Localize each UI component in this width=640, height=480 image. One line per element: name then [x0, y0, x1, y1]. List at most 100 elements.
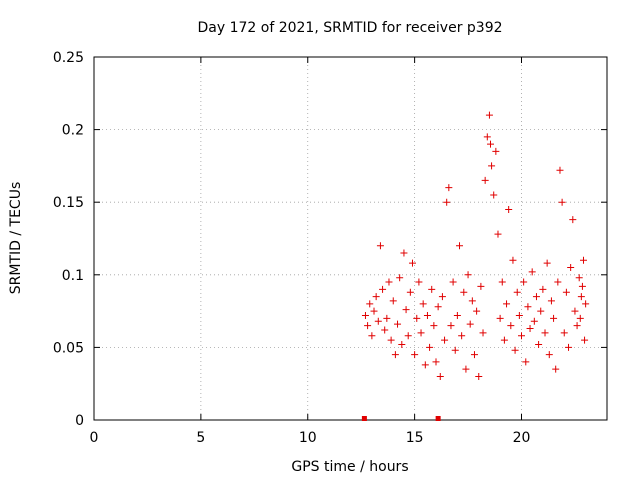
data-point: [417, 329, 425, 337]
data-point: [479, 329, 487, 337]
data-point: [364, 322, 372, 330]
data-point: [404, 332, 412, 340]
data-point: [503, 300, 511, 308]
data-point: [428, 285, 436, 293]
y-tick-label: 0.15: [53, 195, 84, 211]
data-point: [481, 176, 489, 184]
data-point: [468, 297, 476, 305]
data-point: [541, 329, 549, 337]
data-point: [421, 361, 429, 369]
x-tick-label: 20: [513, 430, 531, 446]
data-point: [372, 293, 380, 301]
data-point: [402, 306, 410, 314]
x-tick-label: 15: [406, 430, 424, 446]
chart-title: Day 172 of 2021, SRMTID for receiver p39…: [197, 20, 502, 36]
data-point: [396, 274, 404, 282]
data-point: [550, 314, 558, 322]
data-point: [578, 282, 586, 290]
data-point: [532, 293, 540, 301]
plot-frame: [93, 56, 608, 421]
x-tick-label: 0: [90, 430, 99, 446]
data-point: [511, 346, 519, 354]
data-point: [443, 198, 451, 206]
data-point: [547, 297, 555, 305]
data-point: [522, 358, 530, 366]
y-tick-label: 0.05: [53, 340, 84, 356]
x-axis-marker: [435, 416, 441, 421]
data-point: [552, 365, 560, 373]
data-point: [539, 285, 547, 293]
data-point: [528, 268, 536, 276]
data-point: [558, 198, 566, 206]
data-point: [458, 332, 466, 340]
data-point: [577, 293, 585, 301]
data-point: [406, 288, 414, 296]
data-point: [451, 346, 459, 354]
data-point: [460, 288, 468, 296]
data-point: [381, 326, 389, 334]
data-point: [507, 322, 515, 330]
data-point: [498, 278, 506, 286]
data-point: [400, 249, 408, 257]
data-point: [419, 300, 427, 308]
y-axis-label: SRMTID / TECUs: [8, 182, 24, 295]
data-point: [567, 264, 575, 272]
x-axis-label: GPS time / hours: [291, 459, 408, 475]
data-point: [438, 293, 446, 301]
data-point: [520, 278, 528, 286]
data-point: [411, 351, 419, 359]
data-point: [526, 325, 534, 333]
y-tick-label: 0.2: [62, 123, 84, 139]
data-point: [441, 336, 449, 344]
data-point: [423, 311, 431, 319]
data-point: [430, 322, 438, 330]
data-point: [415, 278, 423, 286]
data-point: [545, 351, 553, 359]
data-point: [560, 329, 568, 337]
ticks: [93, 56, 607, 421]
data-point: [492, 147, 500, 155]
data-point: [475, 372, 483, 380]
data-point: [575, 274, 583, 282]
data-point: [426, 343, 434, 351]
data-point: [466, 320, 474, 328]
grid: [94, 57, 607, 420]
data-point: [379, 285, 387, 293]
data-point: [524, 303, 532, 311]
data-point: [562, 288, 570, 296]
data-point: [376, 242, 384, 250]
y-tick-label: 0.1: [62, 268, 84, 284]
data-point: [530, 317, 538, 325]
data-point: [579, 256, 587, 264]
data-point: [370, 307, 378, 315]
data-point: [537, 307, 545, 315]
data-point: [569, 216, 577, 224]
data-point: [543, 259, 551, 267]
data-point: [485, 111, 493, 119]
data-point: [505, 205, 513, 213]
data-point: [496, 314, 504, 322]
y-tick-label: 0: [75, 413, 84, 429]
data-point: [434, 303, 442, 311]
data-point: [573, 322, 581, 330]
data-point: [447, 322, 455, 330]
x-tick-labels: 0 5 10 15 20: [90, 430, 531, 446]
data-point: [453, 311, 461, 319]
data-point: [385, 278, 393, 286]
data-point: [483, 133, 491, 141]
data-point: [432, 358, 440, 366]
data-point: [374, 317, 382, 325]
data-point: [513, 288, 521, 296]
data-point: [515, 311, 523, 319]
data-point: [366, 300, 374, 308]
data-point: [581, 336, 589, 344]
data-point: [518, 332, 525, 340]
x-tick-label: 10: [299, 430, 317, 446]
data-point: [477, 282, 485, 290]
data-point: [582, 300, 590, 308]
data-point: [576, 314, 584, 322]
data-point: [387, 336, 395, 344]
data-point: [490, 191, 498, 199]
data-point: [398, 340, 406, 348]
